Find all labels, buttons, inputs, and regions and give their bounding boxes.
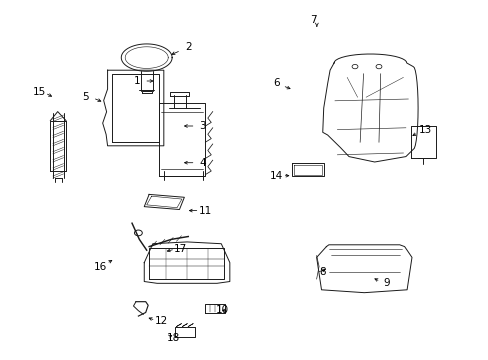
- Text: 18: 18: [166, 333, 180, 343]
- Text: 2: 2: [184, 42, 191, 52]
- Text: 5: 5: [82, 92, 89, 102]
- Text: 9: 9: [382, 278, 389, 288]
- Text: 1: 1: [133, 76, 140, 86]
- Text: 6: 6: [272, 78, 279, 88]
- Text: 8: 8: [319, 267, 325, 277]
- Text: 17: 17: [174, 244, 187, 254]
- Text: 13: 13: [418, 125, 431, 135]
- Text: 11: 11: [198, 206, 212, 216]
- Text: 10: 10: [216, 305, 228, 315]
- Text: 15: 15: [32, 87, 46, 97]
- Text: 16: 16: [93, 262, 107, 272]
- Text: 12: 12: [154, 316, 168, 326]
- Text: 14: 14: [269, 171, 283, 181]
- Text: 4: 4: [199, 158, 206, 168]
- Text: 3: 3: [199, 121, 206, 131]
- Text: 7: 7: [309, 15, 316, 25]
